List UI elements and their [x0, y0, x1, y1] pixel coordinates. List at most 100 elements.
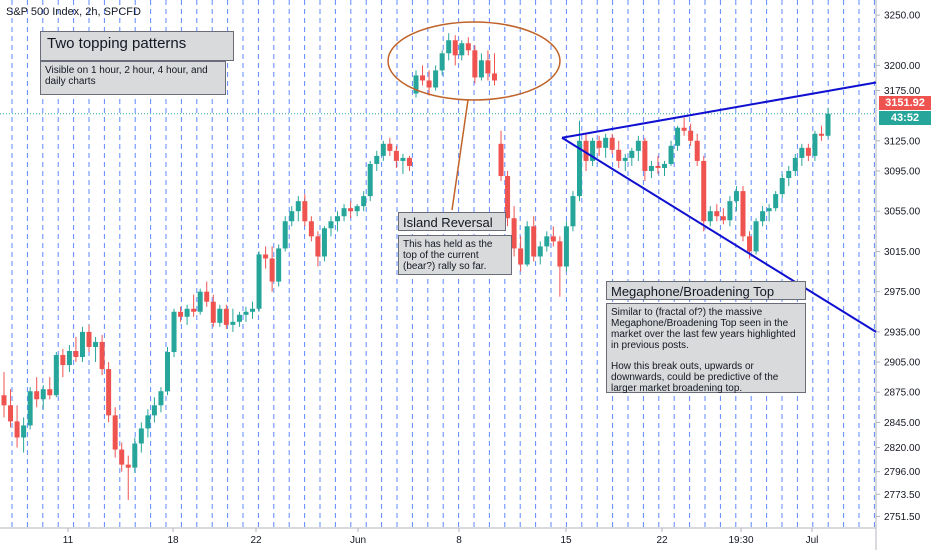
- candle-body: [694, 140, 700, 161]
- candle-body: [289, 211, 295, 222]
- candle-body: [799, 147, 805, 158]
- time-tick-label: 11: [63, 535, 74, 546]
- price-tick-label: 3055.00: [884, 207, 921, 218]
- candle-body: [773, 194, 779, 209]
- candle-body: [747, 236, 753, 252]
- price-tick-label: 3125.00: [884, 136, 921, 147]
- candle-body: [818, 133, 824, 136]
- candle-body: [321, 228, 327, 257]
- candle-body: [164, 352, 170, 392]
- candle-body: [511, 218, 517, 249]
- candle-body: [766, 208, 772, 212]
- megaphone-note[interactable]: Similar to (fractal of?) the massive Meg…: [606, 303, 806, 394]
- topping-patterns-note[interactable]: Visible on 1 hour, 2 hour, 4 hour, and d…: [40, 61, 226, 95]
- candle-body: [93, 341, 99, 347]
- candle-body: [119, 449, 125, 465]
- candle-body: [243, 311, 249, 315]
- time-tick-label: 15: [560, 535, 572, 546]
- price-tick-label: 3200.00: [884, 61, 921, 72]
- candle-body: [14, 421, 20, 438]
- candle-body: [256, 254, 262, 309]
- time-tick-label: 19:30: [728, 535, 753, 546]
- candle-body: [400, 157, 406, 161]
- candle-body: [223, 308, 229, 325]
- candle-body: [348, 208, 354, 212]
- candle-body: [145, 415, 151, 429]
- candle-body: [191, 308, 197, 312]
- countdown-tag: 43:52: [879, 111, 931, 125]
- candle-body: [420, 75, 426, 81]
- candle-body: [531, 226, 537, 257]
- candle-body: [263, 254, 269, 259]
- price-tick-label: 2845.00: [884, 418, 921, 429]
- candle-body: [406, 157, 412, 166]
- candle-body: [184, 308, 190, 317]
- candle-body: [590, 140, 596, 161]
- price-tick-label: 2773.50: [884, 490, 921, 501]
- megaphone-title[interactable]: Megaphone/Broadening Top: [606, 281, 806, 300]
- candle-body: [786, 170, 792, 179]
- candle-body: [374, 155, 380, 164]
- candle-body: [439, 53, 445, 71]
- time-tick-label: Jul: [806, 535, 819, 546]
- candle-body: [236, 314, 242, 322]
- price-tick-label: 2975.00: [884, 287, 921, 298]
- time-tick-label: 22: [656, 535, 668, 546]
- candle-body: [269, 258, 275, 282]
- candle-body: [760, 211, 766, 222]
- candle-body: [86, 331, 92, 347]
- candle-body: [106, 369, 112, 416]
- candle-body: [295, 201, 301, 212]
- island-reversal-title[interactable]: Island Reversal: [398, 212, 506, 231]
- price-tick-label: 3015.00: [884, 247, 921, 258]
- candle-body: [805, 147, 811, 156]
- candle-body: [779, 178, 785, 195]
- candle-body: [315, 236, 321, 257]
- megaphone-lower-line: [561, 136, 877, 333]
- candle-body: [380, 143, 386, 156]
- candle-body: [465, 43, 471, 51]
- candle-body: [47, 389, 53, 396]
- candle-body: [622, 157, 628, 161]
- candle-body: [563, 226, 569, 267]
- candle-body: [518, 248, 524, 265]
- price-tick-label: 2905.00: [884, 358, 921, 369]
- candle-body: [498, 143, 504, 176]
- candle-body: [491, 73, 497, 81]
- candle-body: [138, 428, 144, 444]
- price-tick-label: 2935.00: [884, 327, 921, 338]
- topping-patterns-title[interactable]: Two topping patterns: [40, 31, 234, 61]
- price-tick-label: 2796.00: [884, 467, 921, 478]
- candle-body: [570, 196, 576, 227]
- candle-body: [753, 221, 759, 252]
- candle-body: [733, 191, 739, 202]
- candle-body: [485, 60, 491, 74]
- candle-body: [60, 355, 66, 366]
- candle-body: [583, 140, 589, 161]
- candle-body: [544, 236, 550, 247]
- price-tick-label: 3175.00: [884, 86, 921, 97]
- megaphone-note-paragraph-1: Similar to (fractal of?) the massive Meg…: [611, 307, 796, 351]
- candle-body: [230, 321, 236, 325]
- candle-body: [609, 137, 615, 150]
- candle-body: [367, 163, 373, 197]
- candle-body: [446, 40, 452, 54]
- candle-body: [616, 149, 622, 161]
- candle-body: [34, 391, 40, 400]
- price-tick-label: 2820.00: [884, 443, 921, 454]
- megaphone-upper-line: [561, 81, 877, 139]
- time-tick-label: Jun: [350, 535, 366, 546]
- candle-body: [642, 140, 648, 171]
- candle-body: [354, 206, 360, 212]
- candle-body: [112, 415, 118, 450]
- candle-body: [655, 165, 661, 168]
- candle-body: [210, 301, 216, 323]
- candle-body: [21, 425, 27, 438]
- time-tick-label: 18: [167, 535, 179, 546]
- megaphone-note-spacer: [611, 351, 801, 361]
- island-reversal-pointer: [451, 99, 469, 211]
- candle-body: [714, 211, 720, 217]
- island-reversal-note[interactable]: This has held as the top of the current …: [398, 235, 512, 275]
- candle-body: [387, 143, 393, 151]
